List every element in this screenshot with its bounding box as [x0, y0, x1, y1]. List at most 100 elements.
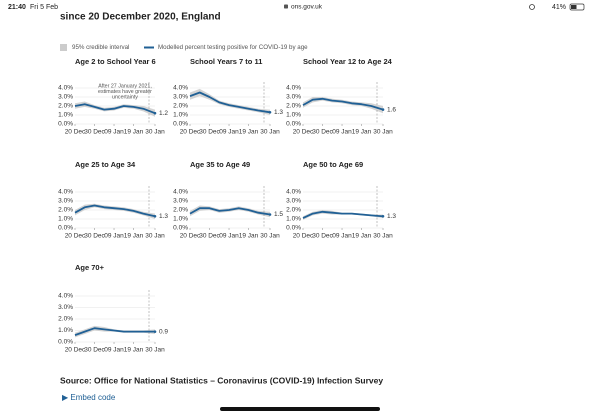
x-tick-label: 30 Jan — [260, 233, 280, 240]
x-tick-label: 20 Dec — [65, 347, 86, 354]
x-tick-label: 30 Jan — [260, 129, 280, 136]
legend-label: Modelled percent testing positive for CO… — [158, 44, 308, 51]
y-tick-label: 3.0% — [286, 198, 301, 205]
credible-interval — [75, 203, 155, 219]
panel-title: Age 50 to Age 69 — [303, 160, 363, 169]
x-tick-label: 19 Jan — [124, 233, 144, 240]
y-tick-label: 3.0% — [58, 94, 73, 101]
url[interactable]: ons.gov.uk — [291, 4, 323, 11]
embed-link[interactable]: ▶ Embed code — [62, 393, 116, 402]
series-line — [302, 97, 384, 111]
x-tick-label: 09 Jan — [332, 233, 352, 240]
y-tick-label: 2.0% — [286, 103, 301, 110]
x-tick-label: 09 Jan — [219, 129, 239, 136]
series-line — [74, 204, 156, 218]
end-point — [153, 111, 157, 115]
x-tick-label: 19 Jan — [352, 129, 372, 136]
legend-swatch-interval — [60, 44, 67, 51]
end-point — [268, 111, 272, 114]
y-tick-label: 0.0% — [173, 121, 188, 128]
series-line — [302, 210, 384, 219]
x-tick-label: 09 Jan — [104, 129, 124, 136]
annotation: After 27 January 2021, — [98, 83, 152, 89]
x-tick-label: 19 Jan — [124, 129, 144, 136]
end-point — [381, 108, 385, 111]
x-tick-label: 20 Dec — [293, 129, 314, 136]
x-tick-label: 09 Jan — [219, 233, 239, 240]
x-tick-label: 20 Dec — [65, 129, 86, 136]
x-tick-label: 30 Dec — [199, 129, 220, 136]
panel-title: Age 35 to Age 49 — [190, 160, 250, 169]
y-tick-label: 0.0% — [58, 121, 73, 128]
end-label: 1.3 — [387, 213, 396, 220]
y-tick-label: 1.0% — [58, 327, 73, 334]
series-line — [189, 207, 271, 216]
source: Source: Office for National Statistics –… — [60, 375, 383, 385]
x-tick-label: 30 Dec — [84, 233, 105, 240]
status-time: 21:40 — [8, 4, 26, 11]
x-tick-label: 19 Jan — [352, 233, 372, 240]
y-tick-label: 2.0% — [286, 207, 301, 214]
x-tick-label: 30 Dec — [312, 233, 333, 240]
y-tick-label: 4.0% — [58, 293, 73, 300]
y-tick-label: 1.0% — [173, 216, 188, 223]
home-indicator — [220, 407, 380, 411]
end-point — [268, 213, 272, 216]
y-tick-label: 0.0% — [58, 225, 73, 232]
series-line — [74, 103, 156, 115]
x-tick-label: 20 Dec — [65, 233, 86, 240]
panel-title: Age 2 to School Year 6 — [75, 57, 156, 66]
heading: since 20 December 2020, England — [60, 12, 221, 23]
y-tick-label: 1.0% — [58, 216, 73, 223]
y-tick-label: 3.0% — [58, 198, 73, 205]
x-tick-label: 30 Dec — [312, 129, 333, 136]
y-tick-label: 1.0% — [58, 112, 73, 119]
end-label: 0.9 — [159, 328, 168, 335]
end-label: 1.3 — [274, 109, 283, 116]
panel-title: School Years 7 to 11 — [190, 57, 262, 66]
y-tick-label: 0.0% — [173, 225, 188, 232]
x-tick-label: 20 Dec — [180, 129, 201, 136]
y-tick-label: 2.0% — [58, 103, 73, 110]
panel-title: Age 25 to Age 34 — [75, 160, 136, 169]
x-tick-label: 30 Dec — [199, 233, 220, 240]
x-tick-label: 30 Jan — [373, 129, 393, 136]
annotation: uncertainty — [112, 94, 138, 100]
y-tick-label: 2.0% — [58, 207, 73, 214]
end-point — [153, 215, 157, 218]
x-tick-label: 19 Jan — [124, 347, 144, 354]
annotation: estimates have greater — [98, 89, 152, 95]
panel-title: School Year 12 to Age 24 — [303, 57, 393, 66]
end-label: 1.6 — [387, 106, 396, 113]
status-date: Fri 5 Feb — [30, 4, 58, 11]
y-tick-label: 1.0% — [173, 112, 188, 119]
battery-level: 41% — [552, 4, 566, 11]
x-tick-label: 09 Jan — [104, 233, 124, 240]
x-tick-label: 30 Dec — [84, 347, 105, 354]
battery-icon — [569, 3, 585, 11]
x-tick-label: 30 Dec — [84, 129, 105, 136]
battery-fill — [571, 5, 577, 9]
x-tick-label: 30 Jan — [373, 233, 393, 240]
wifi-icon — [529, 4, 535, 10]
series-line — [189, 91, 271, 114]
y-tick-label: 3.0% — [173, 198, 188, 205]
x-tick-label: 19 Jan — [239, 233, 259, 240]
lock-icon — [284, 4, 288, 9]
x-tick-label: 19 Jan — [239, 129, 259, 136]
y-tick-label: 3.0% — [173, 94, 188, 101]
y-tick-label: 0.0% — [286, 225, 301, 232]
end-label: 1.3 — [159, 213, 168, 220]
y-tick-label: 4.0% — [58, 85, 73, 92]
end-label: 1.5 — [274, 211, 283, 218]
series-line — [74, 327, 155, 336]
end-point — [153, 330, 157, 333]
x-tick-label: 09 Jan — [104, 347, 124, 354]
x-tick-label: 20 Dec — [293, 233, 314, 240]
y-tick-label: 1.0% — [286, 216, 301, 223]
y-tick-label: 2.0% — [173, 207, 188, 214]
x-tick-label: 30 Jan — [145, 129, 165, 136]
y-tick-label: 3.0% — [58, 304, 73, 311]
legend-label: 95% credible interval — [72, 44, 129, 51]
